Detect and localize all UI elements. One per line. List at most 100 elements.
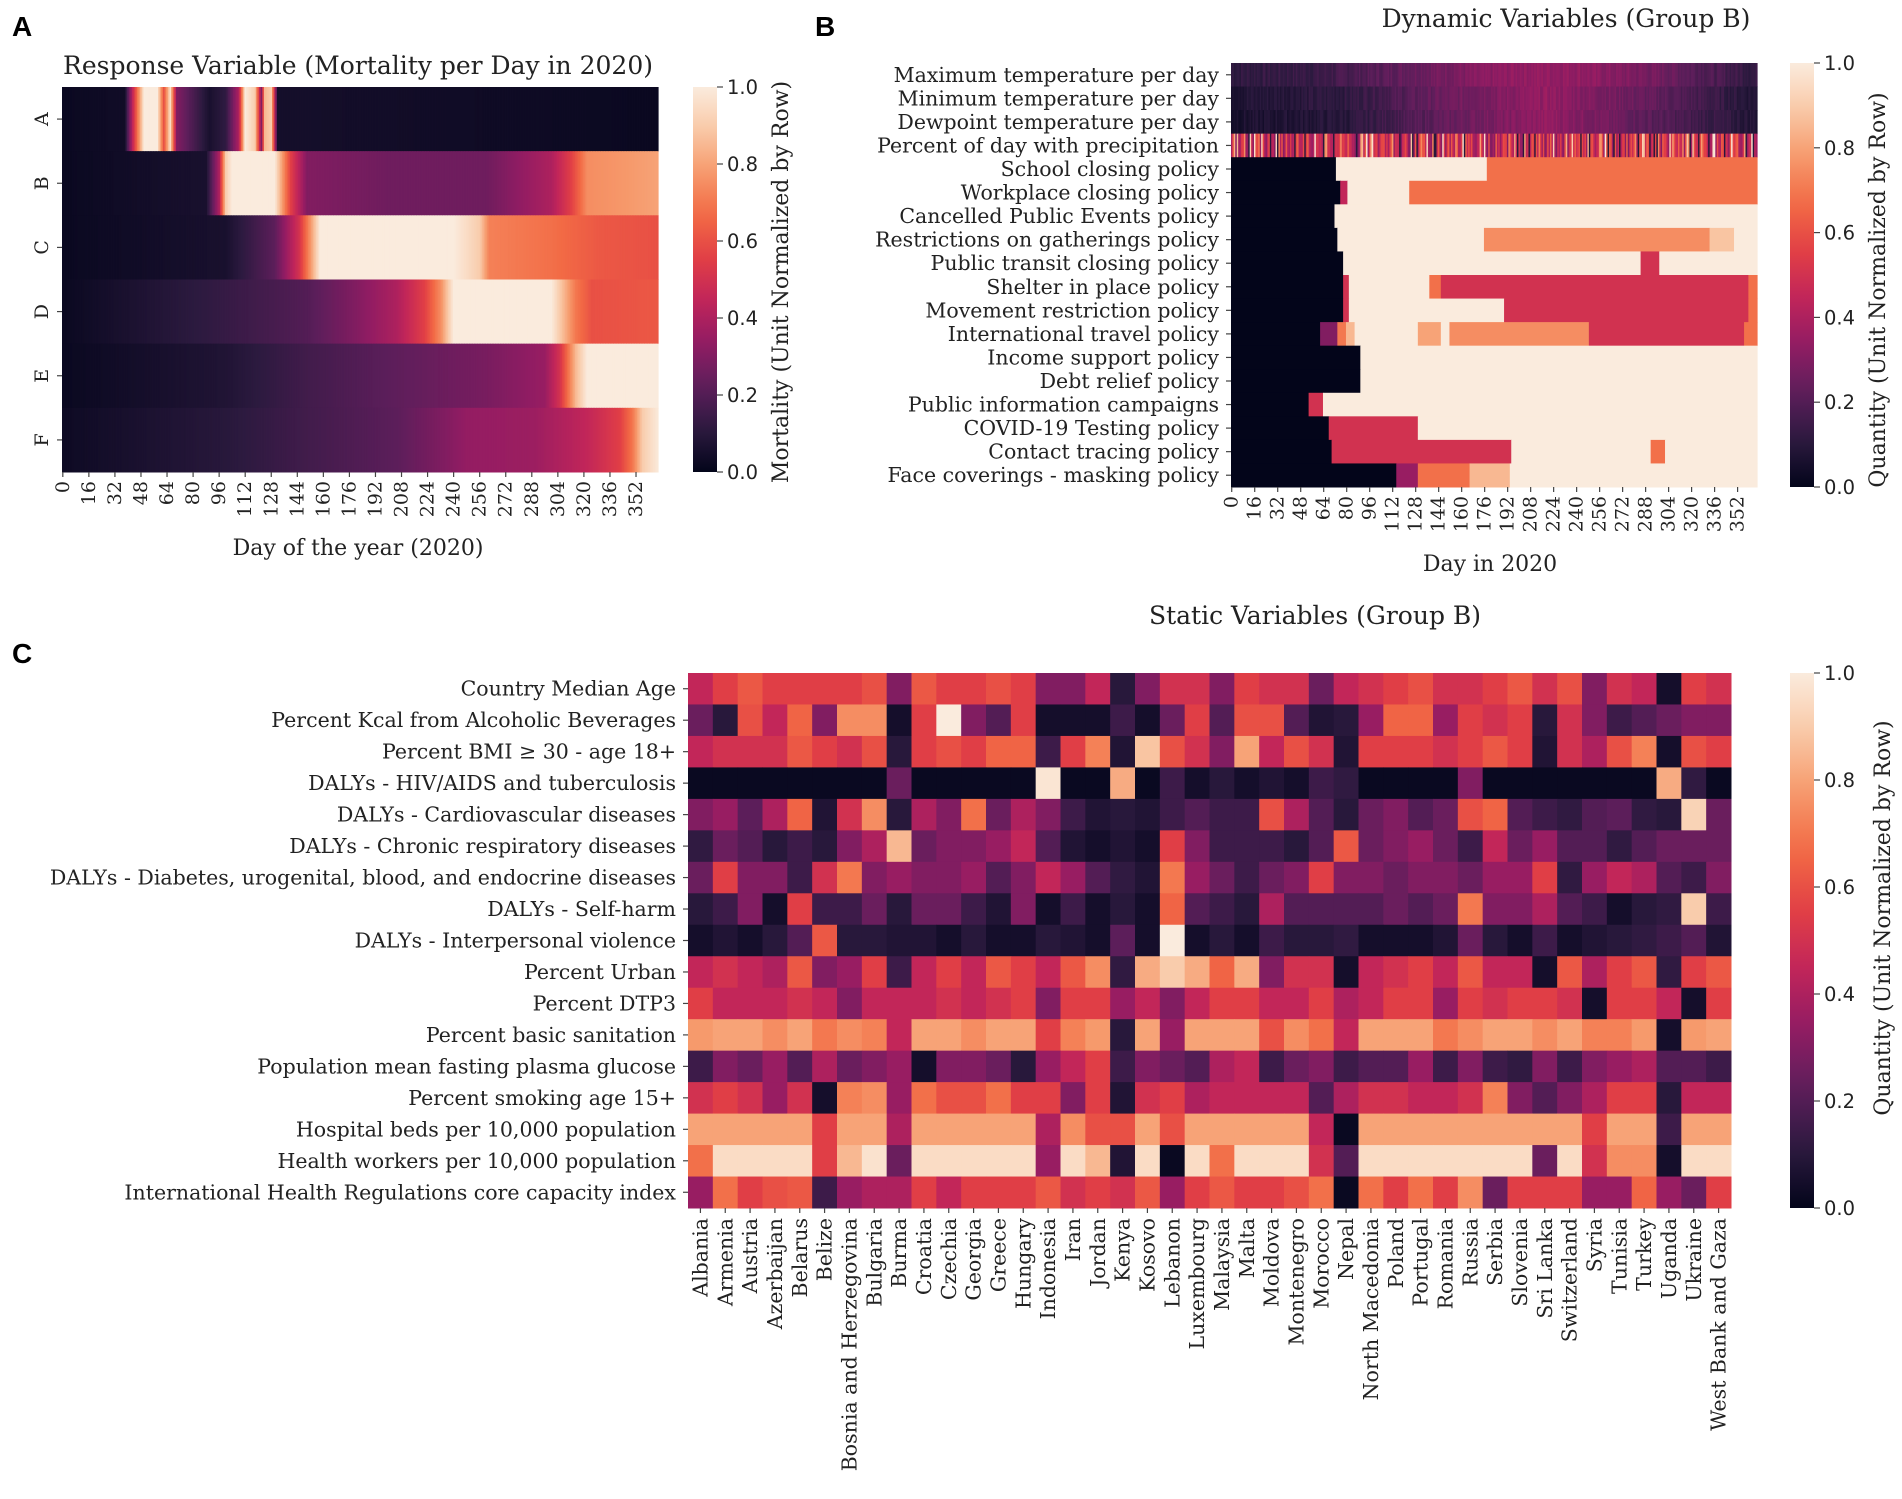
- panel-a-cell: [68, 87, 71, 152]
- panel-c-cell: [961, 1050, 987, 1083]
- panel-b-cell: [1322, 86, 1326, 111]
- panel-c-cell: [1656, 798, 1682, 831]
- panel-a-cell: [322, 407, 325, 473]
- panel-a-cell: [524, 343, 527, 409]
- panel-c-cell: [1706, 987, 1732, 1020]
- panel-a-cell: [270, 87, 273, 152]
- panel-a-cell: [604, 279, 607, 345]
- panel-a-cell: [65, 407, 68, 473]
- panel-b-cell: [1276, 133, 1280, 158]
- panel-b-cell: [1567, 63, 1570, 88]
- panel-a-cell: [123, 87, 127, 152]
- panel-c-cell: [1358, 673, 1384, 705]
- panel-b-cell: [1371, 133, 1374, 158]
- panel-b-cell: [1371, 110, 1374, 135]
- panel-c-cell: [986, 924, 1012, 957]
- panel-b-cell: [1519, 110, 1522, 135]
- panel-b-cell: [1377, 63, 1380, 88]
- panel-b-cell: [1643, 86, 1646, 111]
- panel-b-cell: [1367, 63, 1370, 88]
- panel-a-cell: [527, 151, 530, 216]
- panel-b-xtick-label: 208: [1520, 496, 1542, 532]
- panel-a-cell: [278, 215, 281, 280]
- panel-b-cell: [1437, 63, 1440, 88]
- panel-c-cell: [1135, 1050, 1161, 1083]
- panel-b-xtick-label: 16: [1244, 496, 1266, 520]
- panel-a-cell: [185, 87, 188, 152]
- panel-b-row-label: Maximum temperature per day: [894, 63, 1220, 87]
- panel-c-cell: [1308, 798, 1335, 831]
- panel-b-cell: [1614, 63, 1617, 88]
- panel-a-cell: [408, 279, 412, 345]
- panel-a-cell: [307, 407, 311, 473]
- panel-c-cell: [762, 735, 788, 768]
- panel-c-cell: [886, 704, 912, 737]
- panel-b-cell: [1387, 133, 1390, 158]
- panel-c-cell: [1457, 987, 1484, 1020]
- panel-b-cell: [1242, 110, 1245, 135]
- panel-b-cell: [1241, 86, 1244, 111]
- panel-a-cell: [84, 87, 88, 152]
- panel-a-cell: [379, 279, 382, 345]
- panel-a-cell: [426, 215, 429, 280]
- panel-a-cell: [443, 215, 446, 280]
- panel-a-cell: [630, 407, 633, 473]
- panel-c-cell: [812, 893, 838, 926]
- panel-a-cell: [394, 87, 397, 152]
- panel-b-cell: [1452, 110, 1455, 135]
- panel-b-cell: [1343, 298, 1350, 323]
- panel-b-cell: [1729, 133, 1732, 158]
- panel-b-cell: [1460, 133, 1463, 158]
- panel-a-cell: [185, 407, 188, 473]
- panel-a-cell: [563, 407, 566, 473]
- panel-a-cell: [92, 279, 96, 345]
- panel-a-cell: [257, 215, 260, 280]
- panel-c-cell: [812, 861, 838, 894]
- panel-b-cell: [1242, 133, 1245, 158]
- panel-a-cell: [276, 87, 280, 152]
- panel-c-cell: [1482, 735, 1508, 768]
- panel-a-cell: [596, 343, 599, 409]
- panel-b-cell: [1269, 133, 1272, 158]
- panel-a-cell: [311, 151, 314, 216]
- panel-a-cell: [399, 215, 402, 280]
- panel-a-cell: [395, 343, 399, 409]
- panel-a-cell: [605, 343, 609, 409]
- panel-a-cell: [337, 151, 340, 216]
- panel-a-cell: [392, 151, 395, 216]
- panel-c-cell: [812, 767, 838, 800]
- panel-a-cell: [605, 87, 609, 152]
- panel-a-cell: [237, 407, 241, 473]
- panel-c-cell: [1358, 1113, 1384, 1146]
- panel-c-cell: [712, 861, 739, 894]
- panel-a-cell: [467, 215, 470, 280]
- panel-b-cell: [1249, 86, 1252, 111]
- panel-a-cell: [105, 279, 109, 345]
- panel-b-cell: [1262, 110, 1265, 135]
- panel-b-cell: [1304, 133, 1307, 158]
- panel-a-cell: [120, 343, 123, 409]
- panel-c-cell: [1631, 1113, 1657, 1146]
- panel-b-cell: [1494, 63, 1497, 88]
- panel-a-cell: [620, 151, 623, 216]
- panel-b-cell: [1725, 133, 1728, 158]
- panel-c-row-label: DALYs - Chronic respiratory diseases: [289, 834, 676, 858]
- panel-a-cell: [104, 279, 107, 345]
- panel-a-cell: [86, 343, 89, 409]
- panel-c-cell: [1209, 767, 1235, 800]
- panel-a-cell: [651, 343, 654, 409]
- panel-b-cell: [1731, 86, 1734, 111]
- panel-b-cell: [1439, 110, 1442, 135]
- panel-b-cell: [1545, 133, 1548, 158]
- panel-b-cell: [1397, 110, 1400, 135]
- panel-a-cell: [242, 215, 245, 280]
- panel-b-cell: [1472, 133, 1475, 158]
- panel-b-cell: [1525, 133, 1528, 158]
- panel-a-cell: [550, 279, 553, 345]
- panel-a-cell: [555, 279, 558, 345]
- panel-b-cell: [1620, 63, 1623, 88]
- panel-c-cell: [688, 861, 714, 894]
- panel-a-cell: [353, 151, 356, 216]
- panel-c-cell: [961, 1019, 987, 1052]
- panel-b-cell: [1657, 133, 1660, 158]
